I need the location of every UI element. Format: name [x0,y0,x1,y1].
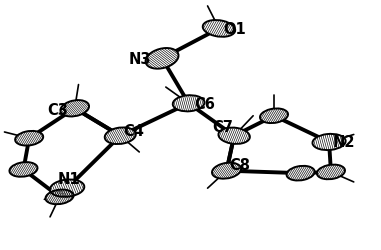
Ellipse shape [15,132,43,146]
Ellipse shape [312,134,346,150]
Text: C3: C3 [47,102,68,118]
Ellipse shape [50,180,84,197]
Text: N3: N3 [129,52,151,66]
Ellipse shape [218,128,250,144]
Ellipse shape [203,21,235,38]
Ellipse shape [317,165,345,180]
Ellipse shape [45,190,74,204]
Ellipse shape [212,163,241,179]
Ellipse shape [10,162,37,177]
Text: O1: O1 [223,22,245,37]
Text: C4: C4 [123,124,144,139]
Ellipse shape [61,101,89,117]
Ellipse shape [260,109,288,124]
Ellipse shape [146,49,179,70]
Ellipse shape [287,166,315,181]
Text: C6: C6 [194,96,215,111]
Text: N1: N1 [58,172,80,186]
Ellipse shape [105,128,136,144]
Text: C7: C7 [212,120,233,135]
Text: N2: N2 [333,135,355,150]
Ellipse shape [173,96,205,112]
Text: C8: C8 [229,157,250,172]
